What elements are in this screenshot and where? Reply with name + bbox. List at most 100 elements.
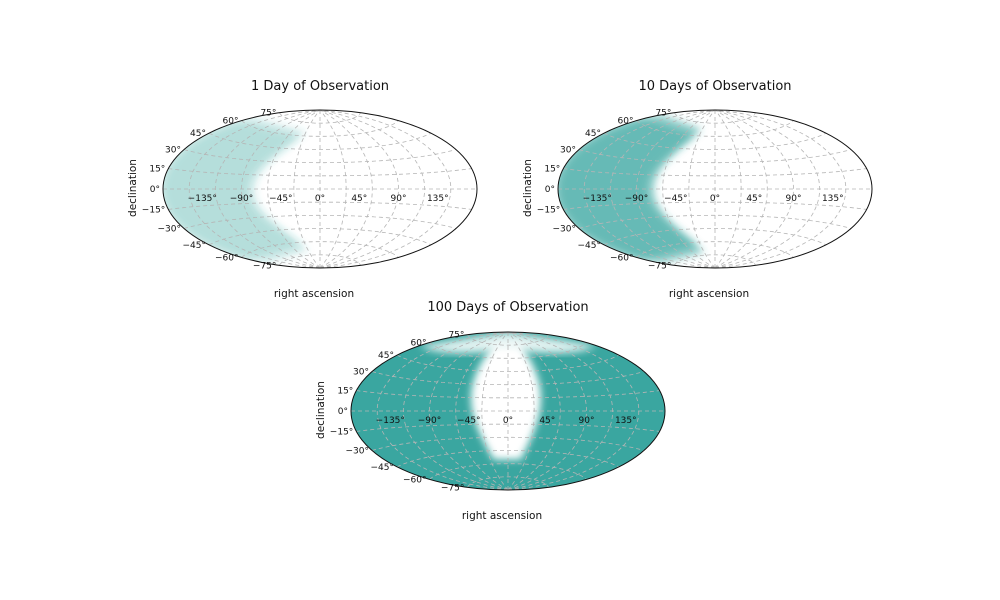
dec-tick-label: −75° (648, 261, 672, 271)
ra-tick-label: 45° (746, 194, 762, 204)
parallel-line (279, 112, 361, 124)
dec-tick-label: −60° (403, 475, 427, 485)
dec-tick-label: 75° (260, 109, 276, 119)
graticule (163, 109, 477, 269)
dec-tick-label: −60° (610, 253, 634, 263)
ra-tick-labels: −135° −90° −45° 0° 45° 90° 135° (583, 194, 844, 204)
meridian-line (267, 109, 321, 269)
sky-map-1-day: 1 Day of Observation −135° −90° −45° 0° 45° 9… (127, 79, 478, 300)
ra-tick-labels: −135° −90° −45° 0° 45° 90° 135° (376, 416, 637, 426)
parallel-line (467, 334, 549, 346)
parallel-line (636, 120, 794, 137)
dec-tick-label: −75° (253, 261, 277, 271)
dec-tick-label: 0° (545, 185, 555, 195)
ra-tick-label: 90° (786, 194, 802, 204)
dec-tick-label: 75° (655, 109, 671, 119)
coverage-core (163, 120, 302, 261)
ra-tick-label: 90° (579, 416, 595, 426)
dec-tick-label: −30° (158, 225, 182, 235)
parallel-line (674, 112, 756, 124)
dec-tick-label: 30° (165, 146, 181, 156)
dec-tick-label: −75° (441, 483, 465, 493)
parallel-line (241, 241, 399, 258)
dec-tick-label: 60° (223, 117, 239, 127)
dec-tick-label: 45° (378, 351, 394, 361)
dec-tick-label: 75° (448, 331, 464, 341)
dec-tick-label: 60° (411, 339, 427, 349)
ra-tick-label: −45° (664, 194, 688, 204)
parallel-line (183, 214, 457, 229)
meridian-line (455, 331, 509, 491)
meridian-line (714, 109, 768, 269)
parallel-line (168, 201, 472, 210)
graticule (558, 109, 872, 269)
ra-tick-label: 135° (615, 416, 637, 426)
ra-tick-label: 45° (351, 194, 367, 204)
dec-tick-label: −60° (215, 253, 239, 263)
parallel-line (168, 168, 472, 177)
chart-title: 100 Days of Observation (427, 300, 588, 315)
dec-tick-label: 30° (560, 146, 576, 156)
ra-tick-label: −45° (269, 194, 293, 204)
dec-tick-label: −15° (142, 205, 166, 215)
dec-tick-label: −15° (330, 427, 354, 437)
parallel-line (279, 254, 361, 266)
parallel-line (603, 228, 827, 246)
sky-boundary (350, 331, 666, 491)
ra-tick-label: 135° (822, 194, 844, 204)
parallel-line (578, 149, 852, 164)
dec-tick-labels: −75° −60° −45°−30° −15° 0° 15°30° 45° 60° 75° (142, 109, 277, 272)
ra-tick-label: −135° (376, 416, 405, 426)
parallel-line (396, 354, 620, 372)
parallel-line (578, 214, 852, 229)
dec-tick-label: −15° (537, 205, 561, 215)
dec-tick-label: −45° (183, 241, 207, 251)
dec-tick-label: 0° (150, 185, 160, 195)
dec-tick-label: −45° (371, 463, 395, 473)
dec-tick-label: 15° (337, 387, 353, 397)
parallel-line (183, 149, 457, 164)
parallel-line (208, 132, 432, 150)
dec-tick-labels: −75° −60° −45°−30° −15° 0° 15°30° 45° 60° 75° (330, 331, 465, 494)
x-axis-label: right ascension (462, 510, 542, 522)
parallel-line (674, 254, 756, 266)
x-axis-label: right ascension (669, 288, 749, 300)
graticule (351, 331, 665, 491)
parallel-line (396, 450, 620, 468)
dec-tick-label: 60° (618, 117, 634, 127)
parallel-line (467, 476, 549, 488)
parallel-line (356, 390, 660, 399)
parallel-line (371, 436, 645, 451)
x-axis-label: right ascension (274, 288, 354, 300)
uncovered-region (470, 344, 541, 460)
ra-tick-label: −90° (230, 194, 254, 204)
dec-tick-labels: −75° −60° −45°−30° −15° 0° 15°30° 45° 60° 75° (537, 109, 672, 272)
sky-map-100-days: 100 Days of Observation −135° −90° −45° 0° 4… (315, 300, 666, 522)
ra-tick-label: 0° (503, 416, 513, 426)
dec-tick-label: 15° (544, 165, 560, 175)
chart-title: 10 Days of Observation (638, 79, 791, 94)
parallel-line (563, 201, 867, 210)
y-axis-label: declination (522, 159, 534, 217)
ra-tick-label: −45° (457, 416, 481, 426)
meridian-line (507, 331, 561, 491)
sky-boundary (557, 109, 873, 269)
dec-tick-label: 30° (353, 368, 369, 378)
ra-tick-labels: −135° −90° −45° 0° 45° 90° 135° (188, 194, 449, 204)
coverage-region (163, 117, 309, 264)
parallel-line (241, 120, 399, 137)
parallel-line (636, 241, 794, 258)
meridian-line (319, 109, 373, 269)
dec-tick-label: −30° (553, 225, 577, 235)
ra-tick-label: 0° (315, 194, 325, 204)
sky-boundary (162, 109, 478, 269)
ra-tick-label: −135° (583, 194, 612, 204)
parallel-line (356, 423, 660, 432)
parallel-line (429, 342, 587, 359)
parallel-line (371, 371, 645, 386)
ra-tick-label: 90° (391, 194, 407, 204)
dec-tick-label: 45° (190, 129, 206, 139)
meridian-line (662, 109, 716, 269)
parallel-line (429, 463, 587, 480)
